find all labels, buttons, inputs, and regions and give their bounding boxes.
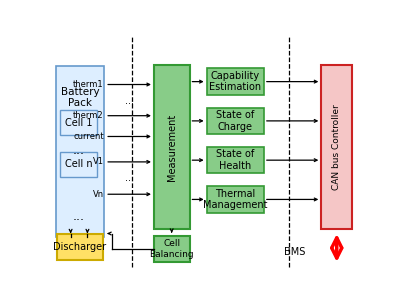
Text: Cell n: Cell n: [65, 159, 93, 169]
FancyBboxPatch shape: [57, 233, 103, 260]
Text: Measurement: Measurement: [167, 113, 177, 181]
FancyBboxPatch shape: [206, 68, 264, 95]
Text: ...: ...: [73, 144, 85, 157]
FancyBboxPatch shape: [206, 108, 264, 134]
FancyBboxPatch shape: [206, 147, 264, 173]
Text: therm1: therm1: [73, 80, 104, 89]
Text: therm2: therm2: [73, 111, 104, 120]
Text: Thermal
Management: Thermal Management: [203, 189, 268, 210]
FancyBboxPatch shape: [321, 65, 352, 229]
Text: current: current: [73, 132, 104, 141]
Text: V1: V1: [93, 158, 104, 166]
FancyBboxPatch shape: [154, 65, 190, 229]
Text: Vn: Vn: [92, 190, 104, 199]
Text: ...: ...: [73, 210, 85, 223]
Text: Capability
Estimation: Capability Estimation: [209, 71, 261, 92]
Text: ...: ...: [125, 96, 134, 106]
Text: Cell 1: Cell 1: [65, 118, 92, 128]
Text: ...: ...: [125, 173, 134, 183]
Text: State of
Charge: State of Charge: [216, 110, 254, 132]
Text: Cell
Balancing: Cell Balancing: [149, 239, 194, 259]
Text: Discharger: Discharger: [53, 242, 106, 252]
Text: CAN bus Controller: CAN bus Controller: [332, 104, 341, 190]
FancyBboxPatch shape: [60, 152, 98, 177]
Text: Battery
Pack: Battery Pack: [61, 87, 100, 108]
FancyBboxPatch shape: [60, 110, 98, 135]
Text: State of
Health: State of Health: [216, 149, 254, 171]
FancyBboxPatch shape: [206, 186, 264, 213]
FancyBboxPatch shape: [154, 236, 190, 262]
Text: BMS: BMS: [284, 247, 306, 257]
FancyBboxPatch shape: [56, 66, 104, 237]
